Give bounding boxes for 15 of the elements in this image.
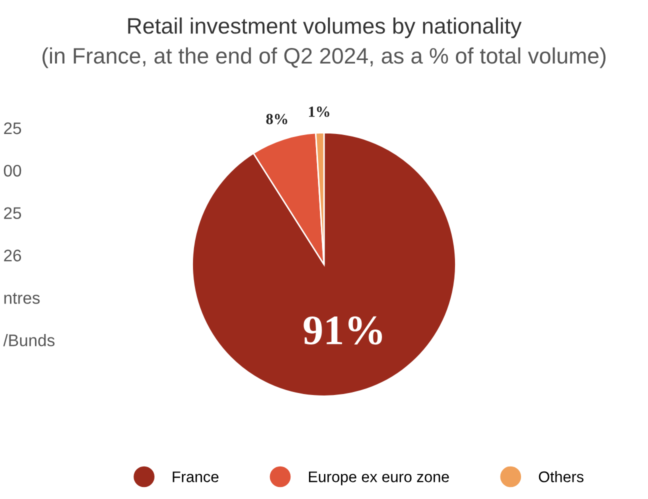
chart-subtitle: (in France, at the end of Q2 2024, as a % of total volume) [42, 47, 606, 68]
legend-label: Europe ex euro zone [308, 472, 449, 486]
data-label: 1% [309, 106, 330, 117]
legend-label: Others [538, 471, 584, 482]
data-label: 91% [304, 316, 382, 345]
text: 25 [4, 207, 22, 220]
chart-title: Retail investment volumes by nationality [128, 17, 522, 38]
legend-label: France [172, 472, 218, 482]
data-label: 8% [266, 114, 288, 124]
text: 25 [4, 122, 22, 134]
text: ntres [4, 292, 40, 304]
text: /Bunds [3, 334, 55, 346]
text: 00 [4, 164, 22, 177]
text: 26 [4, 250, 22, 262]
pie-slice [192, 132, 456, 397]
